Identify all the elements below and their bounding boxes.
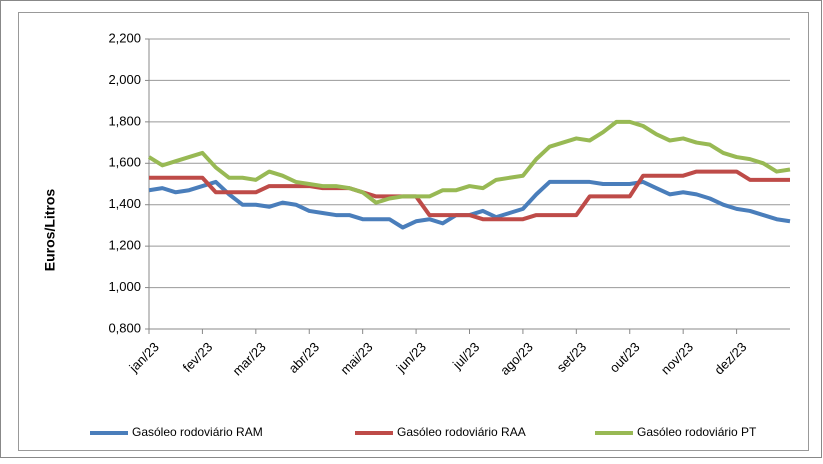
y-tick-label: 1,800 — [108, 113, 141, 128]
series-line — [149, 169, 790, 222]
y-tick-label: 0,800 — [108, 320, 141, 335]
y-tick-label: 1,400 — [108, 196, 141, 211]
series-line — [147, 119, 791, 205]
y-tick-label: 1,600 — [108, 155, 141, 170]
y-tick-label: 1,000 — [108, 279, 141, 294]
legend-label: Gasóleo rodoviário PT — [637, 425, 757, 439]
y-tick-label: 2,200 — [108, 30, 141, 45]
y-axis-label: Euros/Litros — [42, 189, 58, 272]
legend-label: Gasóleo rodoviário RAM — [132, 425, 263, 439]
legend-label: Gasóleo rodoviário RAA — [397, 425, 526, 439]
plot-border — [18, 12, 809, 451]
y-tick-label: 1,200 — [108, 238, 141, 253]
y-tick-label: 2,000 — [108, 72, 141, 87]
